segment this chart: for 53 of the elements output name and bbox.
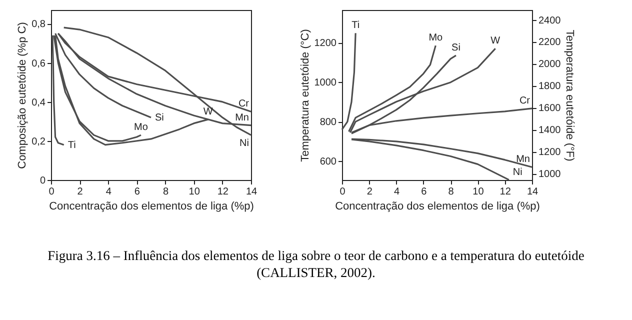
y-tick-label: 0,2 <box>32 136 46 148</box>
y2-tick-label: 2200 <box>538 37 562 48</box>
series-label: Ti <box>68 140 76 151</box>
series-label: Cr <box>238 98 250 110</box>
series-label: Cr <box>519 95 531 106</box>
x-tick-label: 14 <box>246 186 258 198</box>
x-tick-label: 0 <box>340 186 346 198</box>
series-label: Ni <box>240 138 249 150</box>
x-tick-label: 10 <box>472 186 484 198</box>
text: Figura 3.16 – Influência dos elementos de liga sobre o teor de carbono e a temperatura do eutetóide (CALLISTER, 2002). <box>46 247 586 281</box>
y-tick-label: 1000 <box>314 78 337 89</box>
series-label: W <box>490 36 501 47</box>
x-tick-label: 4 <box>106 186 112 198</box>
y2-axis-title: Temperatura eutetóide (°F) <box>564 30 576 162</box>
series-label: Si <box>155 112 164 124</box>
y2-tick-label: 1400 <box>538 125 562 136</box>
y2-tick-label: 2000 <box>538 59 562 70</box>
y-tick-label: 0 <box>40 176 46 186</box>
x-tick-label: 0 <box>48 186 55 198</box>
series-label: Mn <box>516 154 530 166</box>
x-tick-label: 8 <box>163 186 170 198</box>
y-axis-title: Temperatura eutetóide (°C) <box>299 29 312 162</box>
series-label: Mo <box>428 32 444 44</box>
x-tick-label: 6 <box>421 186 428 198</box>
x-tick-label: 10 <box>188 186 200 198</box>
x-tick-label: 12 <box>217 186 229 198</box>
x-tick-label: 12 <box>500 186 512 198</box>
x-tick-label: 4 <box>394 186 400 198</box>
y-tick-label: 0,4 <box>32 97 46 108</box>
y-tick-label: 800 <box>320 117 337 128</box>
x-tick-label: 14 <box>526 186 538 198</box>
x-axis-title: Concentração dos elementos de liga (%p) <box>49 200 254 212</box>
series-label: Ni <box>512 166 522 178</box>
y-axis-title: Composição eutetóide (%p C) <box>16 22 29 169</box>
y-tick-label: 0,8 <box>32 19 46 30</box>
y-tick-label: 1200 <box>314 38 337 50</box>
series-label: Ti <box>352 20 360 32</box>
x-tick-label: 6 <box>134 186 140 198</box>
y2-tick-label: 1200 <box>538 147 562 158</box>
y-tick-label: 0,6 <box>32 58 46 70</box>
y2-tick-label: 1000 <box>538 169 562 180</box>
y2-tick-label: 1600 <box>538 103 562 114</box>
x-tick-label: 8 <box>448 186 454 198</box>
x-tick-label: 2 <box>366 186 373 198</box>
x-tick-label: 2 <box>77 186 84 198</box>
y-tick-label: 600 <box>320 156 337 168</box>
series-label: Mo <box>134 122 148 134</box>
series-label: W <box>203 106 214 118</box>
y2-tick-label: 2400 <box>538 15 562 26</box>
y2-tick-label: 1800 <box>538 81 562 92</box>
series-label: Mn <box>235 112 249 124</box>
x-axis-title: Concentração dos elementos de liga (%p) <box>335 200 540 212</box>
series-label: Si <box>452 42 460 54</box>
